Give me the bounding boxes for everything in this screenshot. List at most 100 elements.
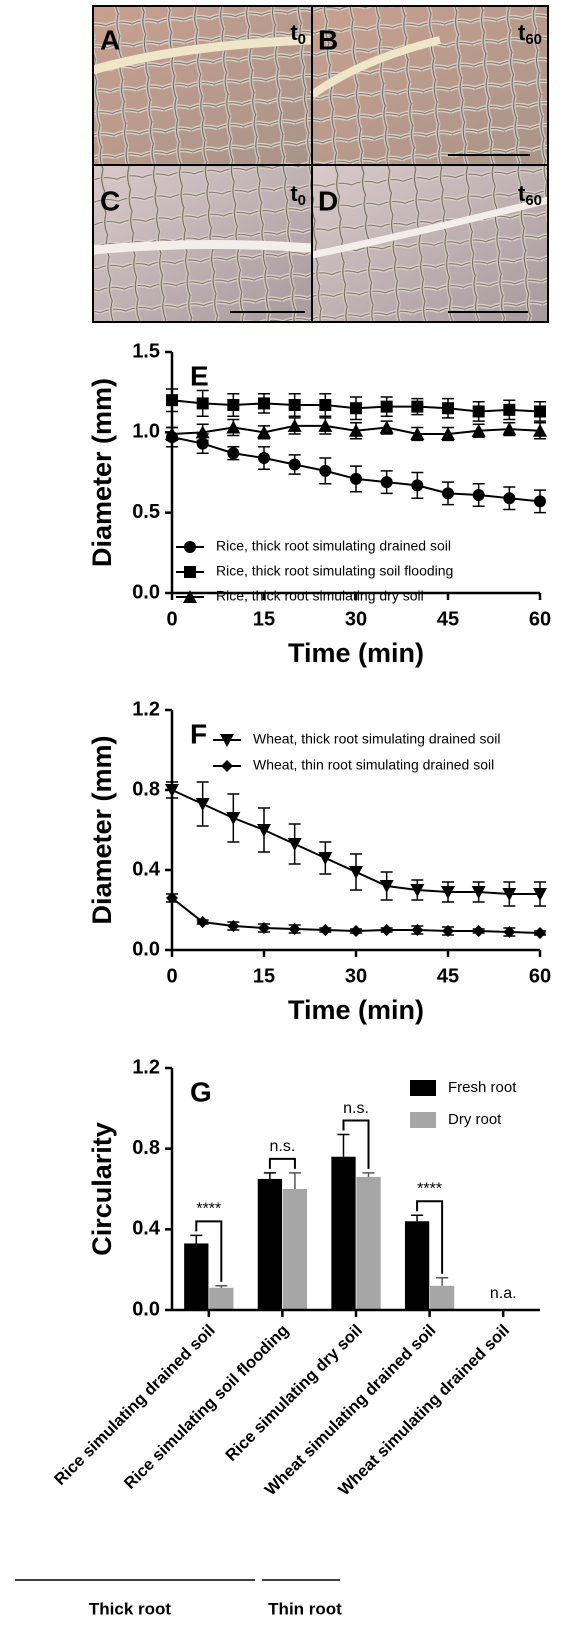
marker bbox=[319, 464, 332, 477]
y-axis-label: Diameter (mm) bbox=[87, 735, 117, 924]
bar bbox=[282, 1189, 308, 1310]
marker bbox=[288, 399, 301, 412]
legend-swatch bbox=[410, 1080, 436, 1096]
time-subscript: 0 bbox=[298, 31, 306, 48]
marker bbox=[502, 888, 517, 901]
time-label: t0 bbox=[290, 20, 306, 48]
error-bar bbox=[362, 1172, 375, 1177]
legend-label: Dry root bbox=[448, 1111, 502, 1128]
photo-grid bbox=[91, 5, 549, 323]
legend-label: Rice, thick root simulating soil floodin… bbox=[216, 563, 453, 579]
bar bbox=[257, 1178, 283, 1310]
marker bbox=[442, 487, 454, 500]
panel-label: G bbox=[190, 1076, 212, 1107]
y-tick-label: 0.4 bbox=[132, 858, 161, 880]
marker bbox=[319, 399, 332, 412]
marker bbox=[220, 734, 234, 747]
marker bbox=[196, 397, 209, 410]
panel-label: F bbox=[190, 718, 207, 749]
marker bbox=[379, 880, 394, 893]
time-subscript: 60 bbox=[525, 31, 542, 48]
marker bbox=[441, 426, 455, 440]
y-axis-label: Circularity bbox=[87, 1122, 117, 1256]
photo-panel bbox=[309, 6, 548, 165]
marker bbox=[227, 447, 240, 460]
marker bbox=[442, 402, 454, 415]
marker bbox=[226, 812, 241, 825]
marker bbox=[319, 924, 332, 936]
marker bbox=[533, 888, 547, 901]
bar bbox=[209, 1287, 234, 1310]
time-label: t60 bbox=[518, 20, 542, 48]
marker bbox=[221, 760, 233, 772]
panel-label: B bbox=[318, 24, 338, 55]
bar bbox=[404, 1221, 430, 1310]
legend-label: Wheat, thick root simulating drained soi… bbox=[253, 731, 500, 747]
photo-panel bbox=[91, 6, 313, 165]
time-label: t60 bbox=[518, 181, 542, 209]
marker bbox=[503, 926, 516, 938]
y-tick-label: 0.8 bbox=[132, 778, 160, 800]
marker bbox=[350, 472, 362, 485]
marker bbox=[318, 852, 333, 865]
marker bbox=[318, 418, 333, 432]
series bbox=[166, 388, 546, 422]
legend-label: Wheat, thin root simulating drained soil bbox=[253, 757, 494, 773]
marker bbox=[195, 798, 210, 811]
x-axis-label: Time (min) bbox=[288, 995, 424, 1025]
time-label: t0 bbox=[290, 181, 306, 209]
marker bbox=[379, 420, 394, 434]
time-symbol: t bbox=[290, 181, 298, 206]
marker bbox=[410, 426, 425, 440]
marker bbox=[472, 405, 485, 418]
error-bar bbox=[263, 1172, 276, 1179]
time-subscript: 0 bbox=[298, 192, 306, 209]
time-subscript: 60 bbox=[525, 192, 542, 209]
panel-label: E bbox=[190, 360, 209, 391]
marker bbox=[534, 405, 546, 418]
panel-label: A bbox=[100, 24, 120, 55]
significance-bracket bbox=[268, 1157, 296, 1169]
marker bbox=[380, 400, 393, 413]
marker bbox=[410, 884, 425, 897]
bar bbox=[331, 1156, 356, 1310]
error-bar bbox=[436, 1276, 449, 1286]
marker bbox=[534, 495, 546, 508]
time-symbol: t bbox=[518, 181, 526, 206]
marker bbox=[441, 886, 455, 899]
bar bbox=[184, 1243, 209, 1310]
panel-label: C bbox=[100, 185, 120, 216]
marker bbox=[471, 423, 486, 437]
marker bbox=[226, 420, 241, 434]
series bbox=[166, 892, 546, 939]
significance-label: n.s. bbox=[270, 1138, 296, 1155]
bar bbox=[356, 1176, 381, 1310]
marker bbox=[227, 399, 240, 412]
y-tick-label: 0.5 bbox=[132, 501, 160, 523]
significance-label: n.s. bbox=[343, 1100, 369, 1117]
marker bbox=[442, 925, 454, 937]
significance-label: **** bbox=[417, 1180, 442, 1197]
marker bbox=[472, 925, 485, 937]
time-symbol: t bbox=[290, 20, 298, 45]
marker bbox=[183, 590, 197, 603]
y-tick-label: 1.0 bbox=[132, 421, 160, 443]
x-tick-label: 0 bbox=[166, 608, 177, 630]
legend-swatch bbox=[410, 1112, 436, 1128]
y-tick-label: 1.2 bbox=[132, 698, 160, 720]
marker bbox=[184, 566, 196, 578]
y-tick-label: 0.0 bbox=[132, 938, 160, 960]
x-tick-label: 30 bbox=[345, 608, 367, 630]
marker bbox=[380, 924, 393, 936]
x-tick-label: 15 bbox=[253, 965, 275, 987]
error-bar bbox=[337, 1133, 350, 1157]
significance-bracket bbox=[342, 1119, 370, 1169]
marker bbox=[184, 541, 196, 553]
marker bbox=[380, 476, 393, 489]
significance-label: n.a. bbox=[490, 1285, 517, 1302]
marker bbox=[503, 492, 516, 505]
y-tick-label: 0.0 bbox=[132, 1298, 160, 1320]
legend-label: Rice, thick root simulating drained soil bbox=[216, 538, 451, 554]
y-tick-label: 0.4 bbox=[132, 1218, 161, 1240]
